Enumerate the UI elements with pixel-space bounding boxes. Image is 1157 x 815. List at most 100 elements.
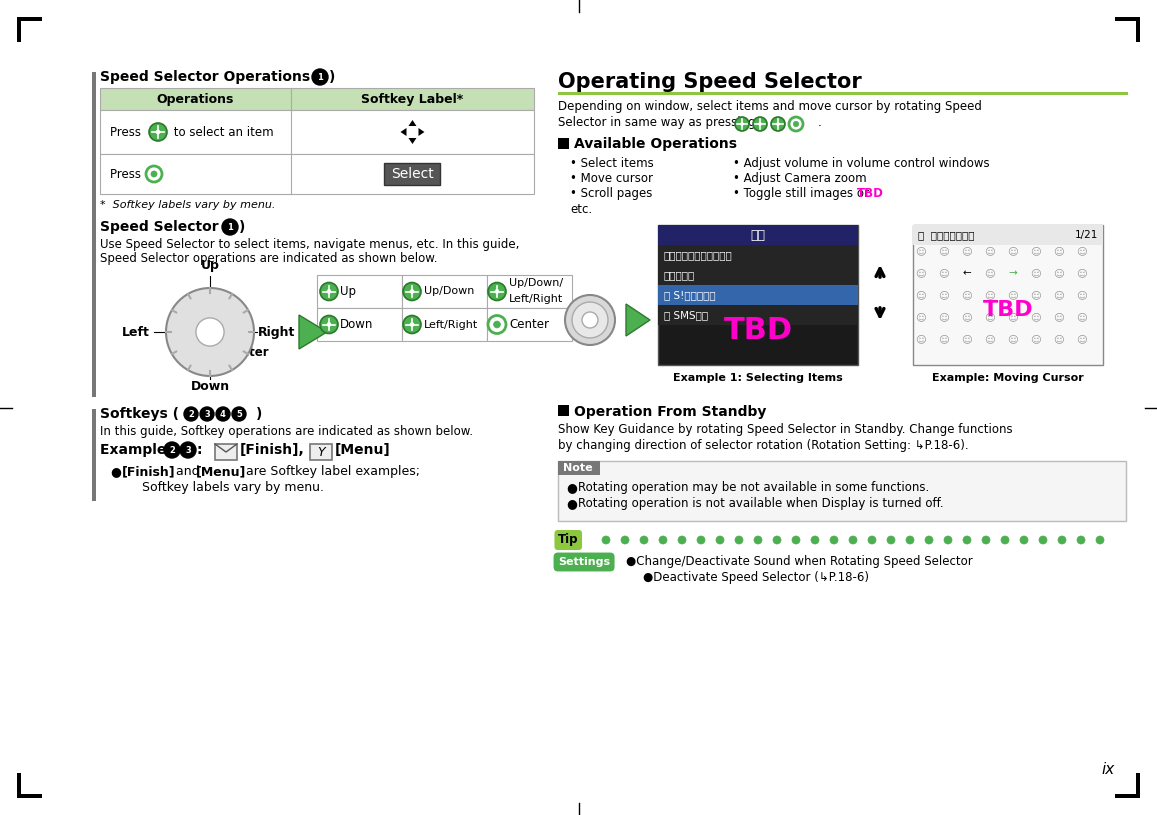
Text: Left/Right: Left/Right: [509, 294, 563, 305]
Bar: [658, 265, 858, 285]
Bar: [1136, 17, 1140, 42]
Text: Example 1: Selecting Items: Example 1: Selecting Items: [673, 373, 843, 383]
Text: TBD: TBD: [723, 315, 793, 345]
Circle shape: [222, 219, 238, 235]
Circle shape: [678, 536, 686, 544]
Circle shape: [403, 315, 421, 333]
Bar: [1115, 794, 1140, 798]
Bar: [93, 72, 96, 250]
Text: Softkey labels vary by menu.: Softkey labels vary by menu.: [142, 481, 324, 494]
Bar: [658, 225, 858, 245]
Text: ●Change/Deactivate Sound when Rotating Speed Selector: ●Change/Deactivate Sound when Rotating S…: [626, 555, 973, 568]
Circle shape: [771, 117, 784, 131]
Circle shape: [1077, 536, 1085, 544]
Bar: [658, 285, 858, 305]
Circle shape: [735, 536, 743, 544]
Text: ☺: ☺: [1054, 312, 1064, 322]
Circle shape: [659, 536, 666, 544]
Text: ☺: ☺: [985, 290, 995, 300]
Circle shape: [196, 318, 224, 346]
Text: ☺: ☺: [1031, 246, 1041, 256]
Text: ☺: ☺: [915, 334, 927, 344]
Polygon shape: [626, 304, 650, 336]
Text: Selector in same way as pressing: Selector in same way as pressing: [558, 116, 759, 129]
Text: ☺: ☺: [985, 312, 995, 322]
Text: 1: 1: [227, 222, 233, 231]
Bar: [913, 225, 1103, 365]
Text: Y: Y: [317, 446, 325, 459]
Bar: [310, 444, 332, 460]
Text: ☺: ☺: [1076, 334, 1088, 344]
Circle shape: [488, 283, 506, 301]
Text: ２  他社共通絵文字: ２ 他社共通絵文字: [918, 230, 974, 240]
Text: Rotating operation may be not available in some functions.: Rotating operation may be not available …: [578, 481, 929, 494]
Bar: [401, 308, 487, 341]
Circle shape: [906, 536, 914, 544]
Circle shape: [963, 536, 971, 544]
Circle shape: [868, 536, 876, 544]
Circle shape: [165, 288, 255, 376]
Circle shape: [410, 323, 414, 327]
Circle shape: [1096, 536, 1104, 544]
Circle shape: [233, 407, 246, 421]
Text: ☺: ☺: [1008, 290, 1018, 300]
Bar: [913, 225, 1103, 245]
Circle shape: [494, 321, 501, 328]
Circle shape: [320, 283, 338, 301]
Text: ３ S!メール設定: ３ S!メール設定: [664, 290, 716, 300]
Bar: [487, 308, 572, 341]
Circle shape: [327, 289, 331, 293]
Text: 2: 2: [189, 409, 194, 418]
Bar: [558, 461, 1126, 521]
Circle shape: [327, 323, 331, 327]
Text: Depending on window, select items and move cursor by rotating Speed: Depending on window, select items and mo…: [558, 100, 982, 113]
Circle shape: [716, 536, 724, 544]
Circle shape: [572, 302, 607, 338]
Bar: [558, 138, 569, 149]
Circle shape: [410, 289, 414, 293]
Circle shape: [320, 315, 338, 333]
Circle shape: [793, 536, 799, 544]
Text: Settings: Settings: [558, 557, 610, 567]
Text: TBD: TBD: [982, 300, 1033, 320]
Circle shape: [150, 171, 157, 177]
Text: ☺: ☺: [938, 246, 950, 256]
Text: Speed Selector Operations (: Speed Selector Operations (: [100, 70, 322, 84]
Bar: [558, 405, 569, 416]
Text: Use Speed Selector to select items, navigate menus, etc. In this guide,: Use Speed Selector to select items, navi…: [100, 238, 519, 251]
Text: TBD: TBD: [857, 187, 884, 200]
Text: １メール・アドレス設定: １メール・アドレス設定: [664, 250, 732, 260]
Circle shape: [759, 122, 761, 126]
Text: Softkeys (: Softkeys (: [100, 407, 179, 421]
Bar: [100, 88, 535, 110]
Text: ☺: ☺: [1054, 334, 1064, 344]
Text: • Adjust volume in volume control windows: • Adjust volume in volume control window…: [734, 157, 989, 170]
Text: • Move cursor: • Move cursor: [570, 172, 653, 185]
Text: Up/Down: Up/Down: [423, 287, 474, 297]
Text: ☺: ☺: [938, 290, 950, 300]
Polygon shape: [299, 315, 327, 349]
Text: ☺: ☺: [961, 312, 972, 322]
Circle shape: [156, 130, 160, 134]
Bar: [658, 225, 858, 365]
Circle shape: [200, 407, 214, 421]
Bar: [17, 794, 42, 798]
Circle shape: [1020, 536, 1029, 544]
Text: ☺: ☺: [1076, 312, 1088, 322]
Bar: [317, 308, 401, 341]
Polygon shape: [408, 138, 417, 144]
Text: 1: 1: [317, 73, 323, 82]
Circle shape: [1057, 536, 1066, 544]
Bar: [658, 245, 858, 265]
Circle shape: [753, 117, 767, 131]
Text: Left: Left: [123, 325, 150, 338]
Text: Right: Right: [258, 325, 295, 338]
Circle shape: [164, 442, 180, 458]
Text: [Finish]: [Finish]: [121, 465, 176, 478]
Text: 3: 3: [185, 446, 191, 455]
Text: Center: Center: [224, 346, 268, 359]
Text: ☺: ☺: [1054, 268, 1064, 278]
Bar: [1136, 773, 1140, 798]
Text: ☺: ☺: [915, 268, 927, 278]
Text: ☺: ☺: [1008, 312, 1018, 322]
